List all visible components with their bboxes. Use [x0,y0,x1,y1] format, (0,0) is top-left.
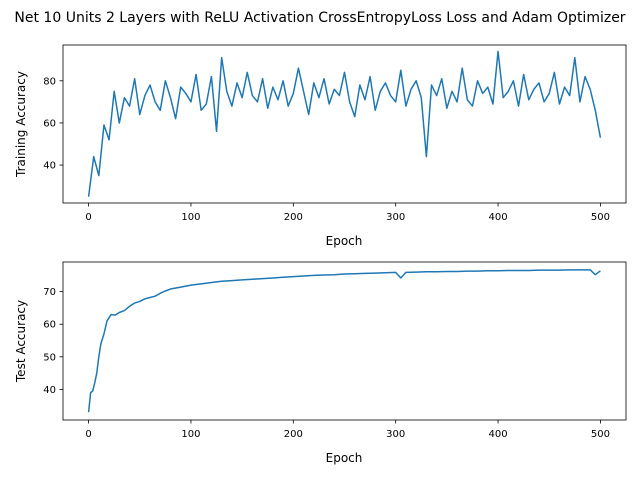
test-accuracy-ytick-label: 50 [43,352,56,363]
training-accuracy-subplot: Training Accuracy Epoch 0 100 200 300 400 500… [14,44,627,248]
test-accuracy-series-line [87,269,601,413]
training-accuracy-xtick-label: 400 [488,212,507,223]
training-accuracy-ytick-label: 60 [43,118,56,129]
test-accuracy-xtick-label: 200 [284,429,303,440]
training-accuracy-series-line [87,50,602,197]
training-accuracy-axes-frame [62,44,627,204]
training-accuracy-ytick-label: 40 [43,161,56,172]
test-accuracy-xtick-label: 100 [181,429,200,440]
training-accuracy-ytick-label: 80 [43,76,56,87]
test-accuracy-ylabel: Test Accuracy [14,300,28,383]
figure-title: Net 10 Units 2 Layers with ReLU Activati… [14,10,625,26]
training-accuracy-xtick-label: 300 [386,212,405,223]
training-accuracy-ylabel: Training Accuracy [14,71,28,178]
test-accuracy-xtick-label: 300 [386,429,405,440]
test-accuracy-ytick-label: 70 [43,287,56,298]
test-accuracy-xtick-label: 400 [488,429,507,440]
test-accuracy-xlabel: Epoch [326,451,363,465]
training-accuracy-xtick-label: 500 [591,212,610,223]
test-accuracy-xtick-label: 500 [591,429,610,440]
training-accuracy-xtick-label: 0 [85,212,91,223]
test-accuracy-axes-frame [62,261,627,421]
training-accuracy-xlabel: Epoch [326,234,363,248]
training-accuracy-xtick-label: 100 [181,212,200,223]
test-accuracy-ytick-label: 60 [43,320,56,331]
test-accuracy-ytick-label: 40 [43,385,56,396]
training-accuracy-xtick-label: 200 [284,212,303,223]
test-accuracy-subplot: Test Accuracy Epoch 0 100 200 300 400 500 40 50… [14,261,627,465]
test-accuracy-xtick-label: 0 [85,429,91,440]
